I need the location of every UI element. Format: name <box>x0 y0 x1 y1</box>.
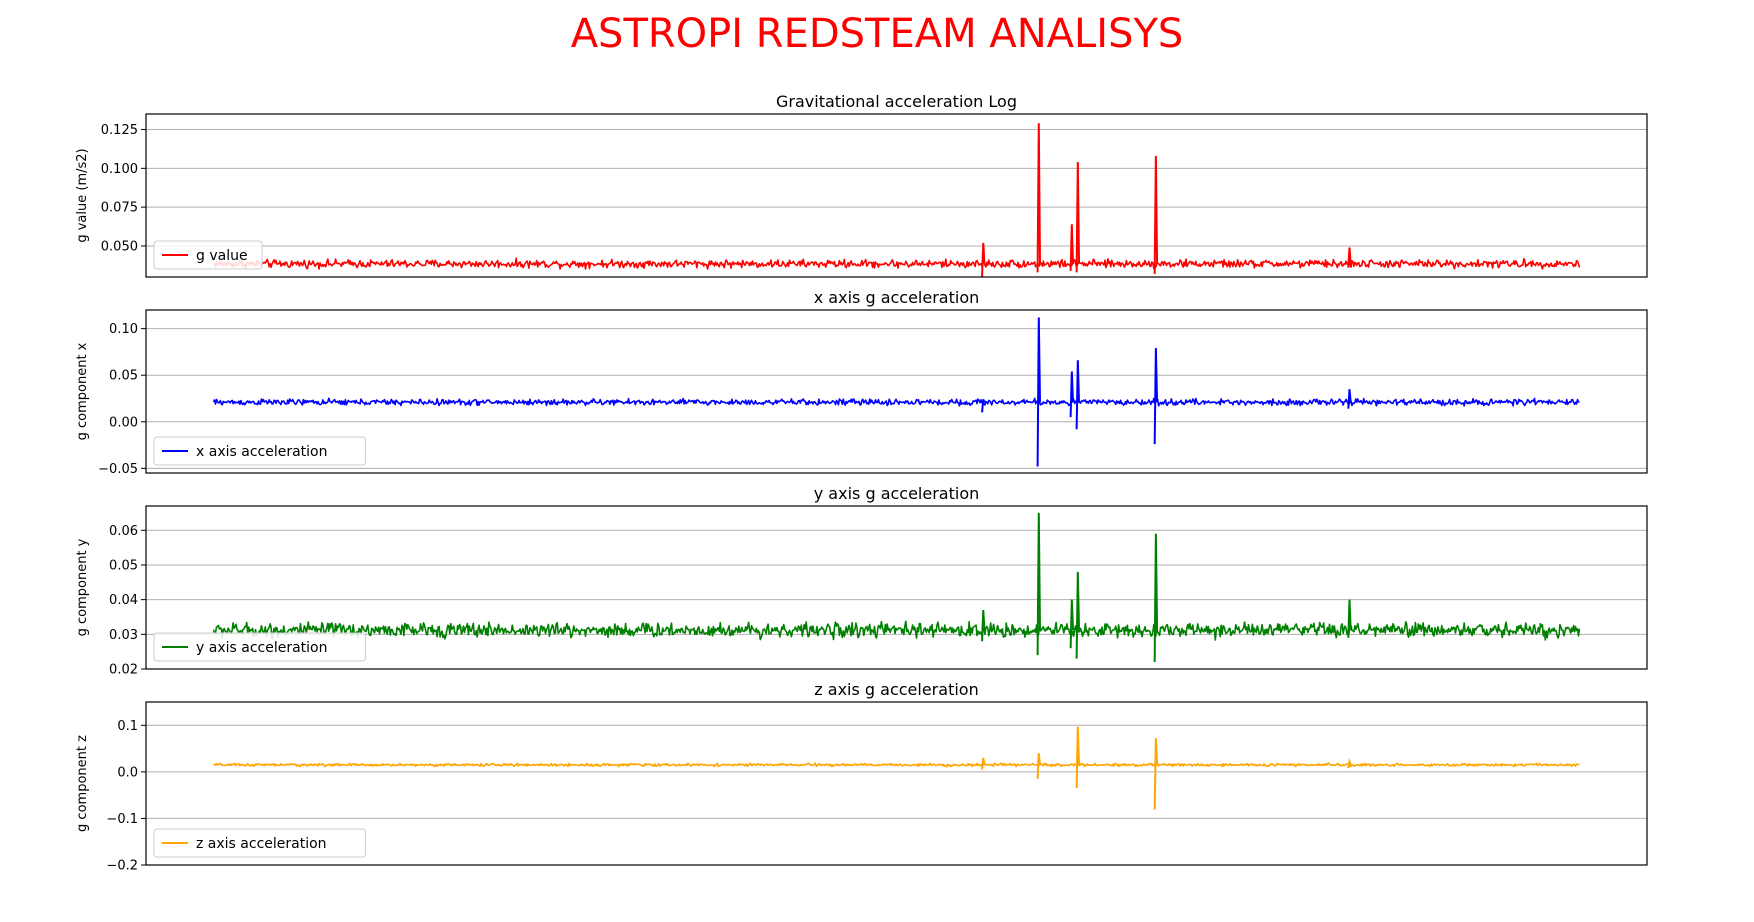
y-axis-label: g value (m/s2) <box>75 148 90 242</box>
subplot-title: z axis g acceleration <box>814 680 978 699</box>
legend-box <box>153 828 366 858</box>
series-spike <box>1347 247 1352 268</box>
legend-label: g value <box>196 248 248 264</box>
y-tick-label: 0.075 <box>101 201 138 216</box>
series-spike <box>981 609 986 642</box>
legend: x axis acceleration <box>153 436 366 466</box>
series-line <box>212 397 1580 407</box>
series-spike <box>1069 599 1075 649</box>
series-spike <box>1036 317 1041 467</box>
series-spike <box>1347 389 1352 409</box>
series-spike <box>1153 155 1159 274</box>
series-spike <box>1347 757 1352 769</box>
y-tick-label: 0.06 <box>109 524 138 539</box>
legend-box <box>153 436 366 466</box>
series-spike <box>1347 599 1352 638</box>
legend-box <box>153 240 263 270</box>
series-spike <box>1153 348 1159 445</box>
y-tick-label: 0.00 <box>109 415 138 430</box>
series-spike <box>1069 224 1075 271</box>
y-axis-label: g component z <box>75 735 90 832</box>
y-axis-label: g component y <box>75 538 90 636</box>
figure-title: ASTROPI REDSTEAM ANALISYS <box>571 11 1184 57</box>
axes-frame <box>145 505 1648 670</box>
subplot-title: x axis g acceleration <box>814 288 980 307</box>
y-tick-label: 0.02 <box>109 663 138 678</box>
series-spike <box>981 242 986 278</box>
subplot-1: Gravitational acceleration Log g value (m… <box>75 92 1648 278</box>
series-spike <box>1153 533 1159 663</box>
legend-label: x axis acceleration <box>196 444 327 460</box>
series-line <box>213 762 1580 768</box>
series-spike <box>981 757 986 770</box>
y-tick-label: 0.050 <box>101 239 138 254</box>
axes-frame <box>145 701 1648 866</box>
series-spike <box>1075 162 1081 273</box>
series-line <box>212 620 1581 641</box>
y-tick-label: 0.10 <box>109 322 138 337</box>
y-tick-label: 0.125 <box>101 123 138 138</box>
legend: y axis acceleration <box>153 632 366 662</box>
subplot-3: y axis g acceleration g component y 0.02 0.… <box>75 484 1648 678</box>
series-spike <box>1036 123 1041 273</box>
series-spike <box>981 399 986 413</box>
y-tick-label: −0.05 <box>98 462 138 477</box>
subplot-2: x axis g acceleration g component x −0.05 0… <box>75 288 1648 477</box>
y-tick-label: 0.05 <box>109 558 138 573</box>
series-spike <box>1153 738 1159 810</box>
y-tick-label: 0.1 <box>117 719 138 734</box>
y-tick-label: 0.03 <box>109 628 138 643</box>
series-spike <box>1075 571 1081 659</box>
axes-frame <box>145 309 1648 474</box>
legend-label: z axis acceleration <box>196 836 327 852</box>
y-tick-label: 0.0 <box>117 765 138 780</box>
y-tick-label: 0.04 <box>109 593 138 608</box>
legend-box <box>153 632 366 662</box>
series-spike <box>1036 512 1041 656</box>
legend: g value <box>153 240 263 270</box>
y-tick-label: 0.100 <box>101 162 138 177</box>
axes-frame <box>145 113 1648 278</box>
series-spike <box>1075 360 1081 430</box>
y-tick-label: −0.1 <box>106 812 138 827</box>
series-spike <box>1069 371 1075 418</box>
y-tick-label: −0.2 <box>106 859 138 874</box>
subplot-title: Gravitational acceleration Log <box>776 92 1017 111</box>
y-axis-label: g component x <box>75 342 90 440</box>
y-tick-label: 0.05 <box>109 369 138 384</box>
subplot-4: z axis g acceleration g component z −0.2 −0… <box>75 680 1648 874</box>
legend: z axis acceleration <box>153 828 366 858</box>
series-spike <box>1036 753 1041 779</box>
series-line <box>212 257 1581 270</box>
legend-label: y axis acceleration <box>196 640 327 656</box>
subplot-title: y axis g acceleration <box>814 484 980 503</box>
series-spike <box>1075 726 1081 789</box>
